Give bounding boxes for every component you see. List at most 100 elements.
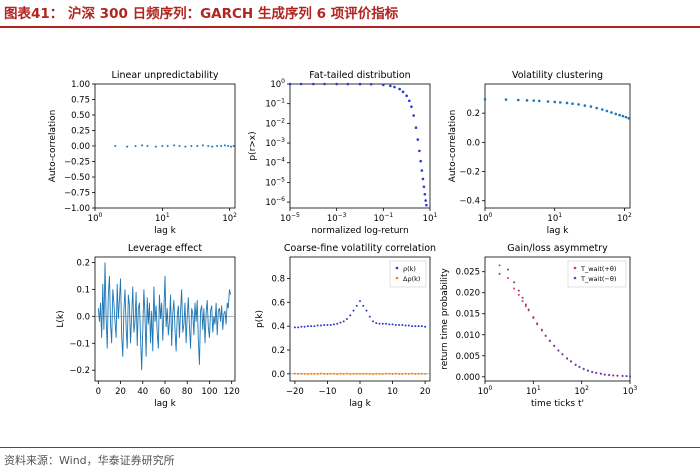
data-point bbox=[507, 277, 510, 280]
data-point bbox=[599, 372, 602, 375]
y-tick-label: 0.005 bbox=[456, 352, 480, 362]
chart-title: Volatility clustering bbox=[512, 70, 603, 81]
data-point bbox=[342, 372, 345, 375]
subplot-3: Volatility clustering 100 101 102 0.2 0.0 −0.2… bbox=[448, 70, 632, 236]
data-point bbox=[378, 372, 381, 375]
data-point bbox=[345, 372, 348, 375]
data-point bbox=[621, 374, 624, 377]
data-point bbox=[352, 372, 355, 375]
data-point bbox=[414, 325, 417, 328]
data-point bbox=[566, 357, 569, 360]
y-tick-label: 10−3 bbox=[265, 137, 285, 149]
data-point bbox=[372, 320, 375, 323]
chart-title: Gain/loss asymmetry bbox=[507, 243, 608, 254]
data-point bbox=[425, 203, 428, 207]
y-tick-label: −1.00 bbox=[64, 204, 90, 214]
y-tick-label: 0.0 bbox=[271, 370, 285, 380]
y-tick-label: −0.50 bbox=[64, 173, 90, 183]
data-point bbox=[540, 328, 543, 331]
y-tick-label: 0.50 bbox=[71, 111, 90, 121]
data-point bbox=[417, 325, 420, 328]
data-point bbox=[207, 145, 210, 147]
data-point bbox=[196, 145, 199, 147]
data-point bbox=[595, 106, 599, 110]
data-point bbox=[517, 289, 520, 292]
data-point bbox=[544, 334, 547, 337]
legend-marker bbox=[395, 266, 399, 270]
data-point bbox=[365, 309, 368, 312]
data-point bbox=[618, 113, 621, 117]
y-tick-label: 0.8 bbox=[271, 274, 285, 284]
data-point bbox=[424, 372, 427, 375]
data-point bbox=[589, 105, 593, 108]
source-note: 资料来源：Wind，华泰证券研究所 bbox=[4, 454, 175, 467]
data-point bbox=[574, 363, 577, 366]
y-tick-label: −0.25 bbox=[64, 158, 90, 168]
x-tick-label: 40 bbox=[137, 387, 148, 397]
data-point bbox=[349, 314, 352, 317]
data-point bbox=[313, 325, 316, 328]
series-1 bbox=[94, 144, 235, 148]
data-point bbox=[405, 94, 408, 98]
data-point bbox=[312, 82, 315, 86]
data-point bbox=[410, 105, 413, 109]
chart-title: Fat-tailed distribution bbox=[309, 70, 410, 81]
data-point bbox=[220, 145, 223, 147]
data-point bbox=[391, 372, 394, 375]
y-tick-label: 0.1 bbox=[76, 285, 90, 295]
data-point bbox=[368, 315, 371, 318]
y-tick-label: −0.2 bbox=[69, 366, 90, 376]
x-tick-label: 10−5 bbox=[280, 212, 300, 224]
y-axis-label: p(k) bbox=[255, 310, 265, 328]
data-point bbox=[498, 272, 501, 275]
x-axis-label: lag k bbox=[154, 226, 177, 236]
legend-box bbox=[567, 260, 627, 288]
data-point bbox=[414, 126, 418, 130]
data-point bbox=[329, 372, 332, 375]
data-point bbox=[398, 87, 401, 91]
chart-title: Coarse-fine volatility correlation bbox=[284, 243, 436, 254]
subplot-4: Leverage effect 0 20 40 60 80 100 120 0.2 0.1 0.0 −… bbox=[56, 243, 240, 409]
data-point bbox=[300, 325, 303, 328]
data-point bbox=[388, 323, 391, 326]
data-point bbox=[134, 145, 137, 147]
data-point bbox=[223, 144, 226, 147]
data-point bbox=[211, 145, 214, 148]
y-axis-label: p(r>x) bbox=[248, 131, 258, 160]
y-tick-label: 0.6 bbox=[271, 298, 285, 308]
data-point bbox=[546, 100, 550, 103]
data-point bbox=[297, 372, 300, 375]
data-point bbox=[498, 264, 501, 267]
data-point bbox=[418, 149, 421, 153]
subplot-2: Fat-tailed distribution 10−5 10−3 10−1 101 10… bbox=[248, 70, 438, 236]
y-axis-label: L(k) bbox=[56, 310, 66, 327]
data-point bbox=[227, 145, 230, 147]
data-point bbox=[323, 372, 326, 375]
data-point bbox=[161, 145, 164, 147]
data-point bbox=[627, 116, 631, 120]
data-point bbox=[375, 322, 378, 325]
legend-label: Δρ(k) bbox=[403, 275, 420, 283]
data-point bbox=[610, 111, 613, 114]
data-point bbox=[423, 192, 427, 196]
data-point bbox=[297, 326, 300, 329]
y-tick-label: 0.025 bbox=[456, 268, 480, 278]
data-point bbox=[565, 101, 569, 105]
series-1 bbox=[288, 82, 428, 207]
data-point bbox=[603, 373, 606, 376]
data-point bbox=[381, 372, 384, 375]
series-1 bbox=[293, 300, 427, 329]
data-point bbox=[595, 371, 598, 374]
y-tick-label: 100 bbox=[270, 78, 285, 90]
x-tick-label: 0 bbox=[357, 387, 362, 397]
data-point bbox=[173, 144, 176, 147]
data-point bbox=[306, 373, 309, 376]
data-point bbox=[421, 177, 425, 181]
data-point bbox=[336, 322, 339, 325]
data-point bbox=[586, 369, 589, 372]
y-tick-label: 0.00 bbox=[71, 142, 90, 152]
data-point bbox=[524, 305, 527, 308]
legend-marker bbox=[573, 276, 577, 280]
data-point bbox=[385, 372, 388, 375]
data-point bbox=[414, 372, 417, 375]
